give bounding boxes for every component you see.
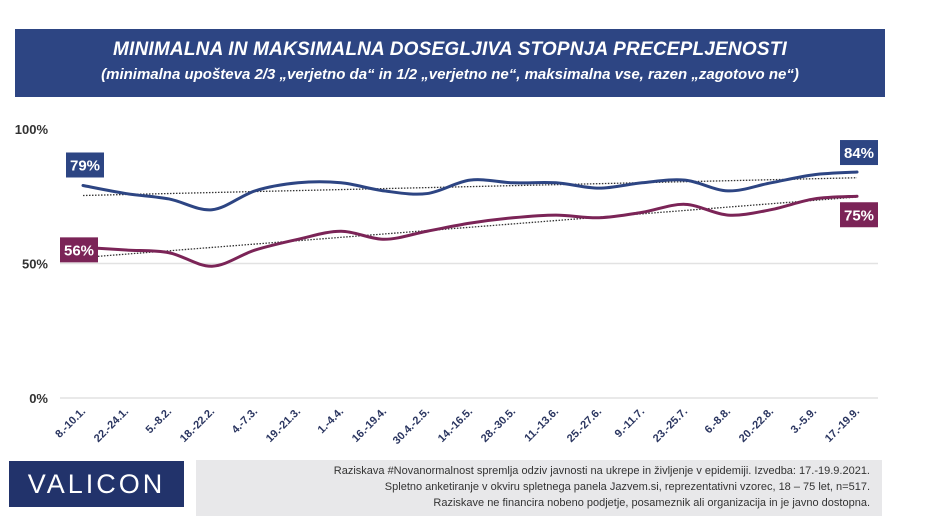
x-tick-label: 20.-22.8. xyxy=(737,406,776,445)
footer-note: Raziskava #Novanormalnost spremlja odziv… xyxy=(196,460,882,516)
chart-title: MINIMALNA IN MAKSIMALNA DOSEGLJIVA STOPN… xyxy=(113,39,787,60)
data-label-box xyxy=(840,140,878,166)
x-tick-label: 18.-22.2. xyxy=(178,406,217,445)
footer-line: Raziskava #Novanormalnost spremlja odziv… xyxy=(333,465,870,477)
x-tick-label: 9.-11.7. xyxy=(613,406,647,440)
x-tick-label: 5.-8.2. xyxy=(144,406,175,437)
x-tick-label: 16.-19.4. xyxy=(350,406,389,445)
x-tick-label: 28.-30.5. xyxy=(479,406,518,445)
data-label: 79% xyxy=(70,157,100,174)
footer-line: Spletno anketiranje v okviru spletnega p… xyxy=(384,481,870,493)
data-label-box xyxy=(840,202,878,228)
valicon-logo: VALICON xyxy=(9,461,184,507)
x-tick-label: 30.4.-2.5. xyxy=(391,406,432,447)
trendline-min xyxy=(82,196,858,259)
data-label-box xyxy=(66,152,104,178)
y-tick-label: 100% xyxy=(15,122,49,137)
x-tick-label: 11.-13.6. xyxy=(522,406,561,445)
x-tick-label: 19.-21.3. xyxy=(264,406,303,445)
x-tick-label: 6.-8.8. xyxy=(703,406,734,437)
y-tick-label: 50% xyxy=(22,257,48,272)
x-tick-label: 8.-10.1. xyxy=(53,406,88,441)
x-tick-label: 3.-5.9. xyxy=(789,406,820,437)
data-label-box xyxy=(60,237,98,263)
data-label: 75% xyxy=(844,207,874,224)
data-label: 84% xyxy=(844,145,874,162)
footer-line: Raziskave ne financira nobeno podjetje, … xyxy=(433,497,870,509)
trendline-max xyxy=(82,177,858,197)
chart-header: MINIMALNA IN MAKSIMALNA DOSEGLJIVA STOPN… xyxy=(15,29,885,97)
x-tick-label: 25.-27.6. xyxy=(565,406,604,445)
series-line-max xyxy=(81,170,859,212)
x-tick-label: 22.-24.1. xyxy=(92,406,131,445)
chart-subtitle: (minimalna upošteva 2/3 „verjetno da“ in… xyxy=(101,66,799,83)
x-tick-label: 23.-25.7. xyxy=(651,406,690,445)
x-tick-label: 1.-4.4. xyxy=(316,406,347,437)
data-label: 56% xyxy=(64,242,94,259)
x-tick-label: 14.-16.5. xyxy=(436,406,475,445)
x-tick-label: 17.-19.9. xyxy=(823,406,862,445)
x-tick-label: 4.-7.3. xyxy=(230,406,261,437)
y-tick-label: 0% xyxy=(29,391,48,406)
